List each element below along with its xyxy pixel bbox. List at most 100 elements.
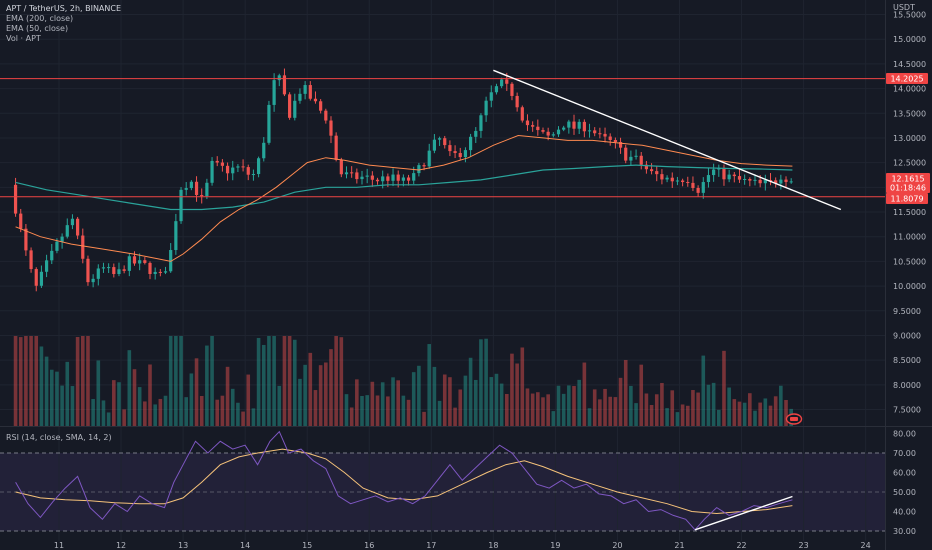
candle-body — [24, 228, 28, 251]
volume-bar — [582, 362, 587, 426]
volume-bar — [148, 364, 152, 426]
volume-bar — [60, 385, 64, 426]
volume-bar — [644, 393, 649, 426]
candle-body — [479, 115, 483, 131]
volume-bar — [246, 374, 251, 426]
candle-body — [572, 121, 576, 129]
volume-bar — [592, 389, 597, 426]
volume-bar — [639, 364, 644, 426]
candle-body — [117, 269, 121, 275]
volume-bar — [530, 393, 535, 426]
volume-bar — [49, 369, 54, 426]
rsi-tick-label: 40.00 — [893, 508, 916, 517]
volume-legend[interactable]: Vol · APT — [6, 34, 41, 43]
rsi-tick-label: 60.00 — [893, 469, 916, 478]
volume-bar — [29, 336, 33, 426]
candle-body — [649, 169, 654, 172]
candle-body — [194, 181, 199, 196]
volume-bar — [546, 394, 550, 426]
price-tick-label: 9.0000 — [893, 331, 921, 340]
candle-body — [205, 182, 209, 197]
price-tick-label: 15.5000 — [893, 11, 926, 20]
rsi-axis[interactable]: 80.00 70.00 60.00 50.00 40.00 30.00 — [893, 430, 916, 537]
volume-bar — [220, 395, 225, 426]
candle-body — [163, 271, 168, 273]
volume-bar — [143, 401, 147, 426]
volume-bar — [649, 404, 654, 426]
volume-bar — [623, 359, 628, 426]
candle-body — [448, 145, 452, 152]
ema50-line — [15, 134, 793, 262]
volume-bar — [748, 393, 752, 426]
candle-body — [169, 250, 173, 272]
volume-bar — [665, 408, 669, 426]
price-tick-label: 11.5000 — [893, 208, 926, 217]
symbol-title[interactable]: APT / TetherUS, 2h, BINANCE — [6, 4, 121, 13]
volume-bar — [691, 390, 695, 426]
trendline[interactable] — [493, 69, 842, 211]
volume-bar — [324, 362, 328, 426]
volume-bar — [613, 397, 618, 426]
candle-body — [65, 225, 69, 237]
volume-bar — [308, 352, 313, 426]
volume-bar — [784, 400, 788, 426]
candle-body — [458, 153, 462, 158]
price-tick-label: 12.5000 — [893, 159, 926, 168]
candle-body — [101, 267, 106, 269]
candle-body — [634, 155, 638, 157]
volume-bar — [675, 412, 680, 426]
volume-bar — [329, 349, 333, 426]
price-tick-label: 13.5000 — [893, 109, 926, 118]
time-tick-label: 12 — [116, 541, 126, 550]
volume-bar — [618, 377, 623, 426]
ema50-legend[interactable]: EMA (50, close) — [6, 24, 68, 33]
candle-body — [753, 179, 757, 181]
volume-bar — [132, 369, 137, 426]
rsi-legend[interactable]: RSI (14, close, SMA, 14, 2) — [6, 433, 112, 442]
volume-bar — [494, 373, 499, 426]
time-axis[interactable]: 11 12 13 14 15 16 17 18 19 20 21 22 23 24 — [54, 541, 871, 550]
candle-body — [50, 250, 54, 261]
rsi-trendline[interactable] — [694, 495, 793, 531]
candle-body — [712, 169, 716, 176]
volume-bar — [91, 399, 95, 426]
candle-body — [660, 174, 664, 180]
candle-body — [70, 218, 75, 226]
alert-icon[interactable] — [785, 413, 803, 425]
candle-body — [148, 262, 152, 275]
price-tick-label: 11.0000 — [893, 233, 926, 242]
volume-bar — [515, 363, 519, 426]
candle-body — [432, 139, 437, 151]
candle-body — [132, 256, 137, 264]
volume-bar — [339, 337, 344, 426]
candle-body — [624, 147, 628, 161]
volume-bar — [137, 387, 142, 426]
volume-bar — [313, 390, 318, 426]
ema200-legend[interactable]: EMA (200, close) — [6, 14, 73, 23]
volume-bar — [391, 377, 395, 426]
volume-bar — [334, 336, 338, 426]
candle-body — [618, 142, 623, 148]
volume-bar — [577, 379, 581, 426]
candle-body — [779, 179, 783, 184]
volume-bar — [127, 350, 132, 426]
volume-bar — [660, 382, 664, 426]
volume-bar — [194, 358, 199, 426]
volume-bar — [453, 407, 457, 426]
volume-bar — [603, 388, 607, 426]
volume-bar — [55, 371, 59, 426]
volume-bar — [753, 410, 757, 426]
volume-bar — [489, 377, 494, 426]
volume-bar — [225, 366, 230, 426]
candle-body — [267, 104, 271, 143]
volume-bar — [520, 347, 525, 426]
candle-body — [675, 180, 680, 182]
candle-body — [510, 83, 514, 96]
volume-bar — [448, 377, 452, 426]
candle-body — [494, 86, 499, 93]
time-tick-label: 23 — [799, 541, 809, 550]
candle-body — [582, 121, 586, 132]
volume-bar — [386, 396, 390, 426]
time-tick-label: 16 — [364, 541, 374, 550]
